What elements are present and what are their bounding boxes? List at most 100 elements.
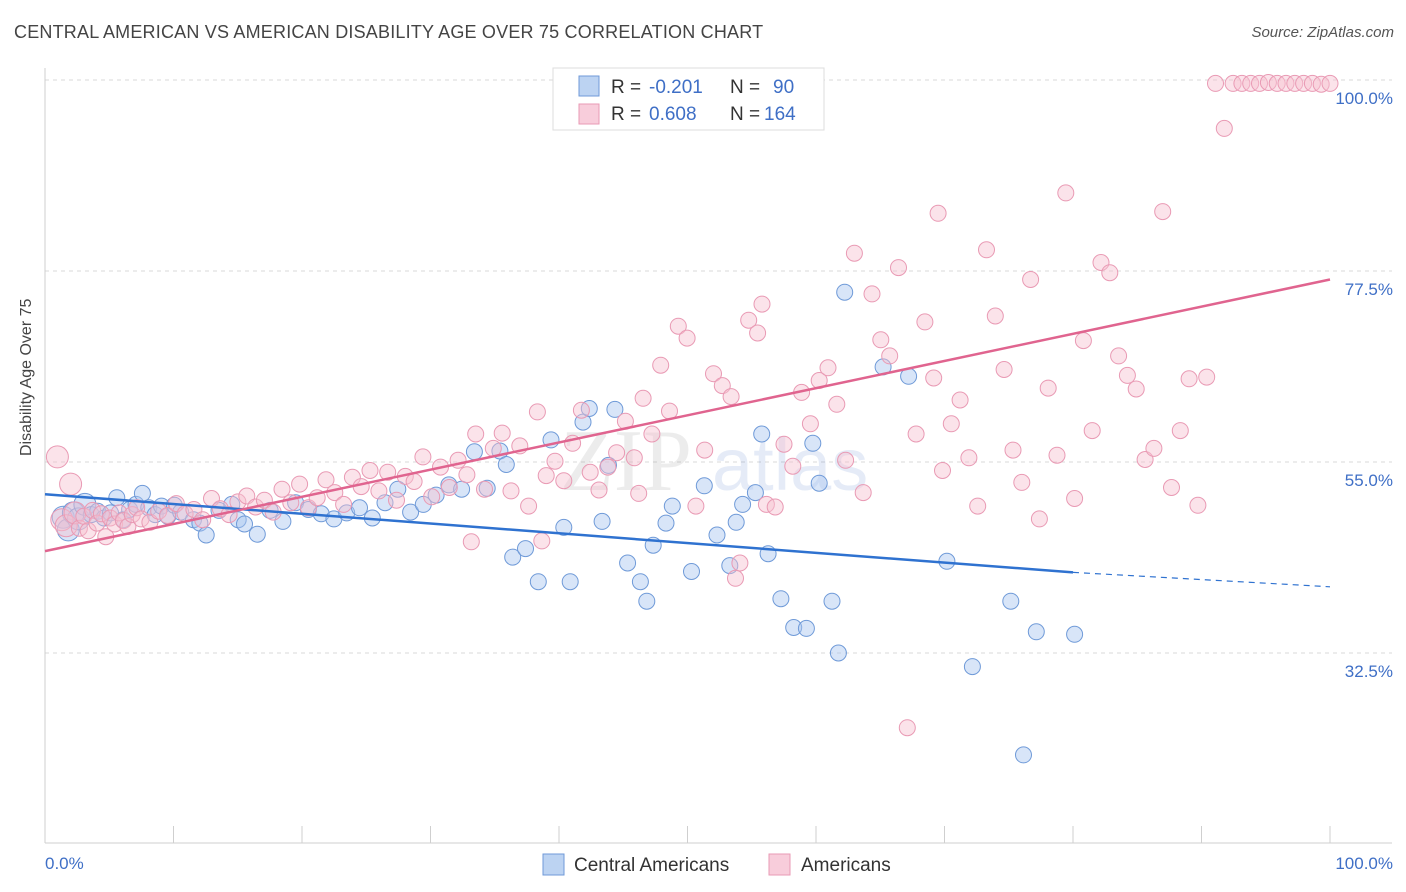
americans-point-22 [159, 507, 176, 524]
americans-point-135 [1101, 264, 1119, 282]
central-americans-point-88 [1027, 623, 1045, 641]
central-americans-point-26 [236, 515, 253, 533]
americans-point-124 [1004, 441, 1022, 459]
americans-point-151 [1242, 74, 1260, 92]
americans-point-0 [45, 445, 69, 469]
americans-point-37 [291, 475, 309, 493]
central-americans-point-39 [402, 503, 420, 521]
central-americans-point-56 [593, 512, 611, 530]
americans-point-102 [819, 359, 837, 377]
central-americans-point-60 [631, 573, 649, 591]
americans-point-90 [727, 569, 744, 587]
americans-point-98 [784, 457, 802, 475]
central-americans-point-22 [197, 526, 215, 544]
americans-point-155 [1277, 74, 1295, 92]
central-americans-point-49 [517, 540, 534, 558]
americans-point-56 [458, 466, 476, 484]
central-americans-point-38 [389, 480, 407, 498]
americans-point-129 [1048, 446, 1066, 464]
americans-point-48 [388, 491, 405, 509]
y-tick-label-1: 55.0% [1345, 471, 1393, 490]
americans-point-150 [1233, 74, 1251, 92]
legend-r-label-2: R = [611, 104, 641, 125]
americans-point-131 [1066, 490, 1084, 507]
central-americans-point-48 [504, 548, 522, 566]
legend-n-label-1: N = [730, 77, 760, 98]
central-americans-point-52 [555, 518, 573, 536]
americans-point-110 [890, 259, 907, 277]
americans-point-64 [520, 497, 538, 515]
bottom-legend: Central Americans Americans [542, 853, 891, 876]
americans-point-156 [1286, 74, 1304, 92]
trend-lines [44, 278, 1331, 588]
legend-n-value-2: 164 [764, 104, 796, 125]
americans-point-114 [925, 369, 943, 387]
americans-point-35 [273, 480, 291, 498]
americans-point-122 [986, 307, 1004, 325]
americans-point-96 [766, 498, 784, 516]
americans-point-59 [476, 480, 493, 498]
central-americans-point-59 [619, 554, 637, 572]
americans-point-130 [1057, 184, 1075, 202]
central-americans-point-64 [663, 497, 681, 515]
central-americans-point-75 [785, 619, 803, 636]
legend-r-label-1: R = [611, 77, 641, 98]
americans-point-94 [753, 295, 771, 313]
central-americans-point-80 [829, 644, 847, 662]
americans-point-18 [128, 499, 146, 517]
americans-point-120 [969, 497, 987, 515]
americans-point-62 [502, 482, 520, 500]
central-americans-point-78 [810, 474, 828, 492]
americans-point-143 [1171, 422, 1189, 440]
americans-point-136 [1110, 347, 1128, 365]
americans-point-69 [555, 472, 573, 490]
watermark-atlas: atlas [712, 423, 868, 506]
americans-point-104 [837, 451, 855, 469]
central-americans-point-76 [797, 619, 815, 637]
axes [44, 68, 1392, 844]
chart-title: CENTRAL AMERICAN VS AMERICAN DISABILITY … [14, 22, 764, 42]
americans-point-52 [423, 488, 441, 506]
americans-point-103 [828, 395, 846, 413]
bottom-legend-label-americans: Americans [801, 855, 891, 876]
americans-points [45, 74, 1339, 737]
americans-point-58 [467, 425, 485, 443]
trend-line-central-americans [44, 493, 1074, 574]
americans-point-66 [533, 532, 551, 550]
americans-point-19 [132, 510, 150, 528]
americans-point-116 [934, 462, 951, 479]
americans-point-97 [775, 435, 793, 453]
americans-point-109 [881, 347, 899, 365]
americans-point-133 [1083, 422, 1101, 440]
central-americans-point-35 [351, 499, 368, 517]
americans-point-108 [872, 331, 890, 349]
y-tick-label-0: 32.5% [1345, 662, 1393, 681]
americans-point-92 [740, 311, 758, 329]
central-americans-point-89 [1066, 625, 1084, 643]
central-americans-point-67 [708, 526, 726, 544]
americans-point-154 [1268, 74, 1286, 92]
americans-point-125 [1013, 473, 1031, 491]
central-americans-point-68 [721, 557, 739, 575]
americans-point-157 [1295, 74, 1313, 92]
central-americans-point-53 [561, 573, 579, 591]
top-legend: R = -0.201 N = 90 R = 0.608 N = 164 [552, 67, 825, 131]
legend-r-value-1: -0.201 [649, 77, 703, 98]
americans-point-139 [1136, 451, 1154, 468]
americans-point-3 [59, 472, 83, 496]
americans-point-85 [687, 497, 705, 515]
central-americans-point-87 [1015, 746, 1032, 764]
x-tick-labels: 0.0% 100.0% [45, 854, 1393, 873]
legend-swatch-central-americans [578, 75, 600, 97]
americans-point-46 [370, 482, 388, 500]
x-tick-label-1: 100.0% [1335, 854, 1393, 873]
americans-point-138 [1127, 380, 1145, 398]
americans-point-72 [581, 463, 599, 481]
americans-point-51 [414, 448, 432, 466]
central-americans-point-77 [804, 434, 822, 452]
americans-point-146 [1198, 368, 1216, 386]
americans-point-68 [546, 452, 564, 470]
americans-point-83 [669, 317, 687, 335]
x-tick-label-0: 0.0% [45, 854, 84, 873]
americans-point-77 [625, 449, 643, 467]
